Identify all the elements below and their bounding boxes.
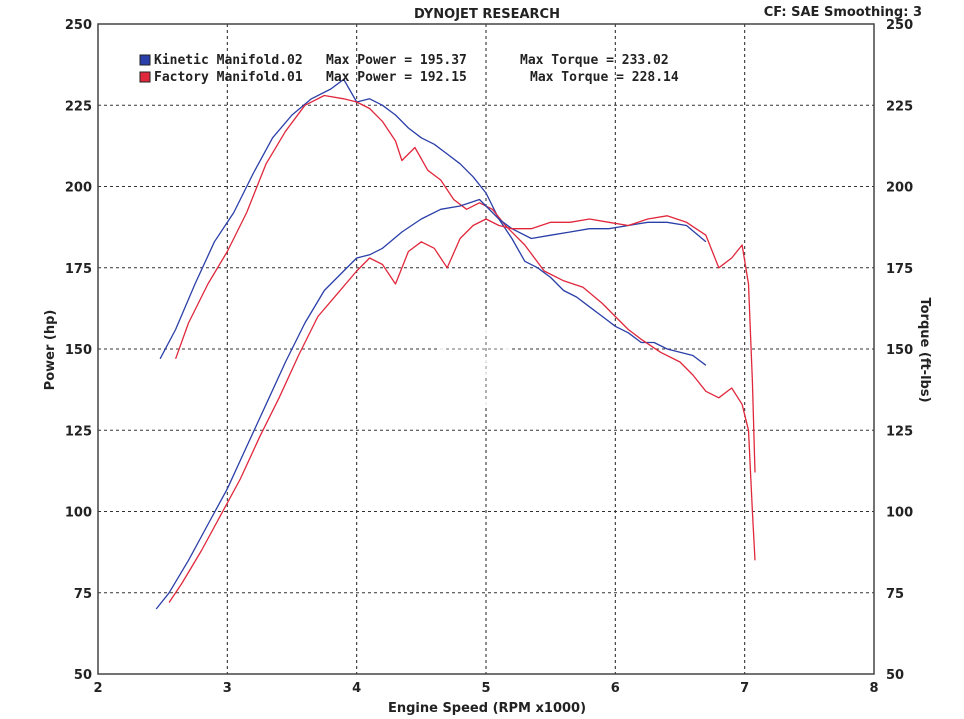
x-tick-label: 8 [869, 681, 878, 696]
x-tick-label: 6 [611, 681, 620, 696]
y-tick-label-left: 175 [65, 262, 92, 277]
y-tick-label-right: 225 [886, 99, 913, 114]
series-line-factory-torque [174, 94, 756, 561]
legend-label-kinetic: Kinetic Manifold.02 [154, 53, 303, 68]
legend-swatch-kinetic [139, 54, 151, 66]
legend-swatch-factory [139, 71, 151, 83]
y-tick-label-left: 75 [74, 587, 92, 602]
zoom-icon[interactable] [432, 326, 533, 427]
y-tick-label-left: 50 [74, 668, 92, 683]
y-axis-label-right: Torque (ft-lbs) [917, 297, 932, 402]
legend-power-factory: Max Power = 192.15 [326, 70, 467, 85]
y-tick-label-right: 75 [886, 587, 904, 602]
series-line-factory-power [168, 215, 756, 603]
y-tick-label-left: 100 [65, 506, 92, 521]
x-tick-label: 7 [740, 681, 749, 696]
y-tick-label-right: 100 [886, 506, 913, 521]
x-tick-label: 3 [223, 681, 232, 696]
y-tick-label-left: 200 [65, 181, 92, 196]
legend-power-kinetic: Max Power = 195.37 [326, 53, 467, 68]
header-right: CF: SAE Smoothing: 3 [764, 5, 922, 20]
plot-frame [97, 23, 875, 675]
legend-item-kinetic: Kinetic Manifold.02 Max Power = 195.37 M… [139, 53, 669, 68]
y-tick-label-left: 250 [65, 18, 92, 33]
x-tick-label: 5 [481, 681, 490, 696]
legend-torque-factory: Max Torque = 228.14 [530, 70, 679, 85]
chart-title: DYNOJET RESEARCH [414, 7, 560, 22]
x-tick-label: 4 [352, 681, 361, 696]
tick-labels: 2 3 4 5 6 7 8 50 50 75 75 100 100 125 125 150 150 175 175 2… [65, 18, 913, 696]
y-tick-label-left: 125 [65, 424, 92, 439]
series-layer [155, 78, 756, 610]
grid [98, 24, 874, 674]
y-tick-label-right: 50 [886, 668, 904, 683]
y-tick-label-right: 175 [886, 262, 913, 277]
y-tick-label-right: 200 [886, 181, 913, 196]
y-tick-label-right: 150 [886, 343, 913, 358]
legend: Kinetic Manifold.02 Max Power = 195.37 M… [139, 53, 679, 85]
legend-torque-kinetic: Max Torque = 233.02 [520, 53, 669, 68]
series-line-kinetic-torque [159, 78, 707, 366]
y-tick-label-left: 150 [65, 343, 92, 358]
y-tick-label-right: 125 [886, 424, 913, 439]
series-line-kinetic-power [155, 198, 707, 610]
y-tick-label-left: 225 [65, 99, 92, 114]
legend-item-factory: Factory Manifold.01 Max Power = 192.15 M… [139, 70, 679, 85]
x-tick-label: 2 [93, 681, 102, 696]
y-tick-label-right: 250 [886, 18, 913, 33]
legend-label-factory: Factory Manifold.01 [154, 70, 303, 85]
x-axis-label: Engine Speed (RPM x1000) [388, 701, 586, 716]
y-axis-label-left: Power (hp) [43, 310, 58, 391]
